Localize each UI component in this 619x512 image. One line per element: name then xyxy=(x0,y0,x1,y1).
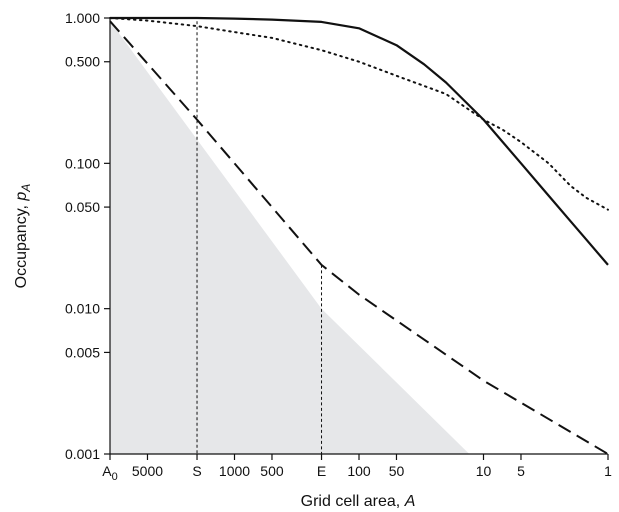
x-tick-label: S xyxy=(192,463,201,479)
y-axis-ticks: 1.000 0.500 0.100 0.050 0.010 0.005 0.001 xyxy=(65,10,110,462)
y-tick-label: 1.000 xyxy=(65,10,100,26)
x-axis-ticks: A0 5000 S 1000 500 E 100 50 10 5 1 xyxy=(102,454,612,483)
x-tick-label: 10 xyxy=(476,463,492,479)
y-tick-label: 0.100 xyxy=(65,155,100,171)
y-tick-label: 0.001 xyxy=(65,446,100,462)
x-tick-label: 5 xyxy=(517,463,525,479)
series-dashed-line xyxy=(109,20,609,455)
x-tick-label: 5000 xyxy=(132,463,163,479)
y-tick-label: 0.005 xyxy=(65,344,100,360)
y-axis-title: Occupancy, pA xyxy=(13,184,33,289)
x-tick-label: A0 xyxy=(102,463,117,483)
x-tick-label: 500 xyxy=(260,463,284,479)
series-solid-line xyxy=(110,16,609,266)
series-dotted-line xyxy=(109,17,609,211)
y-tick-label: 0.010 xyxy=(65,301,100,317)
y-tick-label: 0.050 xyxy=(65,199,100,215)
y-tick-label: 0.500 xyxy=(65,54,100,70)
x-tick-label: E xyxy=(317,463,326,479)
plot-area xyxy=(109,16,609,455)
x-tick-label: 1 xyxy=(604,463,612,479)
x-axis-title: Grid cell area, A xyxy=(301,493,416,510)
shaded-region xyxy=(110,21,470,454)
x-tick-label: 100 xyxy=(347,463,371,479)
x-tick-label: 50 xyxy=(389,463,405,479)
x-tick-label: 1000 xyxy=(219,463,250,479)
